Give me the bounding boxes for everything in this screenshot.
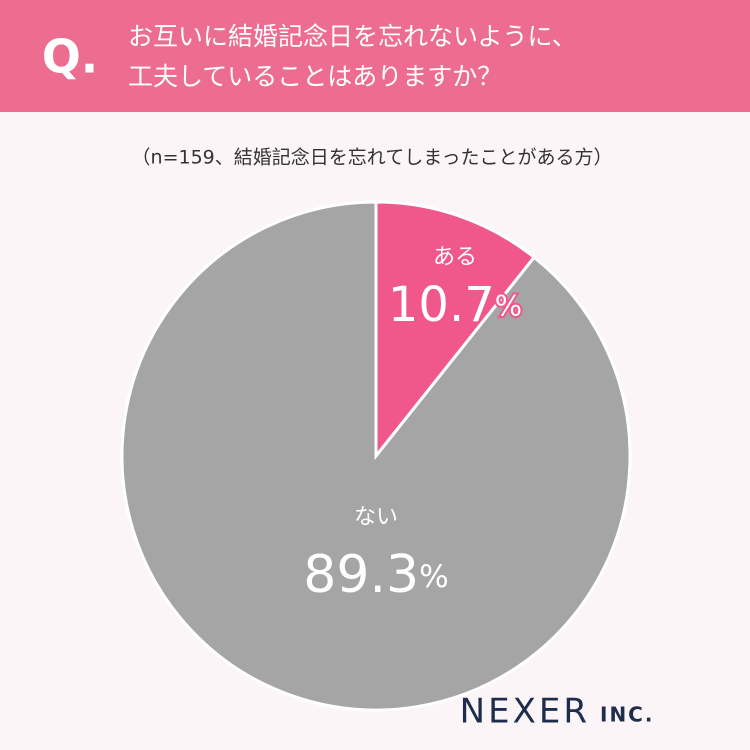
value-label: 10.7% bbox=[388, 277, 522, 333]
slice-label: ない bbox=[354, 505, 398, 530]
q-badge: Q. bbox=[42, 30, 99, 84]
logo-name: NEXER bbox=[460, 692, 590, 732]
pie-slice bbox=[374, 200, 537, 461]
header-band bbox=[0, 0, 750, 112]
logo-suffix: INC. bbox=[600, 703, 654, 727]
question-line: 工夫していることはありますか？ bbox=[128, 62, 502, 91]
question-line: お互いに結婚記念日を忘れないように、 bbox=[128, 22, 577, 51]
pie-slice bbox=[120, 200, 632, 712]
value-label: 89.3% bbox=[303, 545, 448, 605]
slice-label: ある bbox=[433, 245, 477, 270]
chart-subtitle: （n=159、結婚記念日を忘れてしまったことがある方） bbox=[132, 146, 613, 169]
pie: ある 10.7% ない 89.3% bbox=[120, 200, 632, 712]
